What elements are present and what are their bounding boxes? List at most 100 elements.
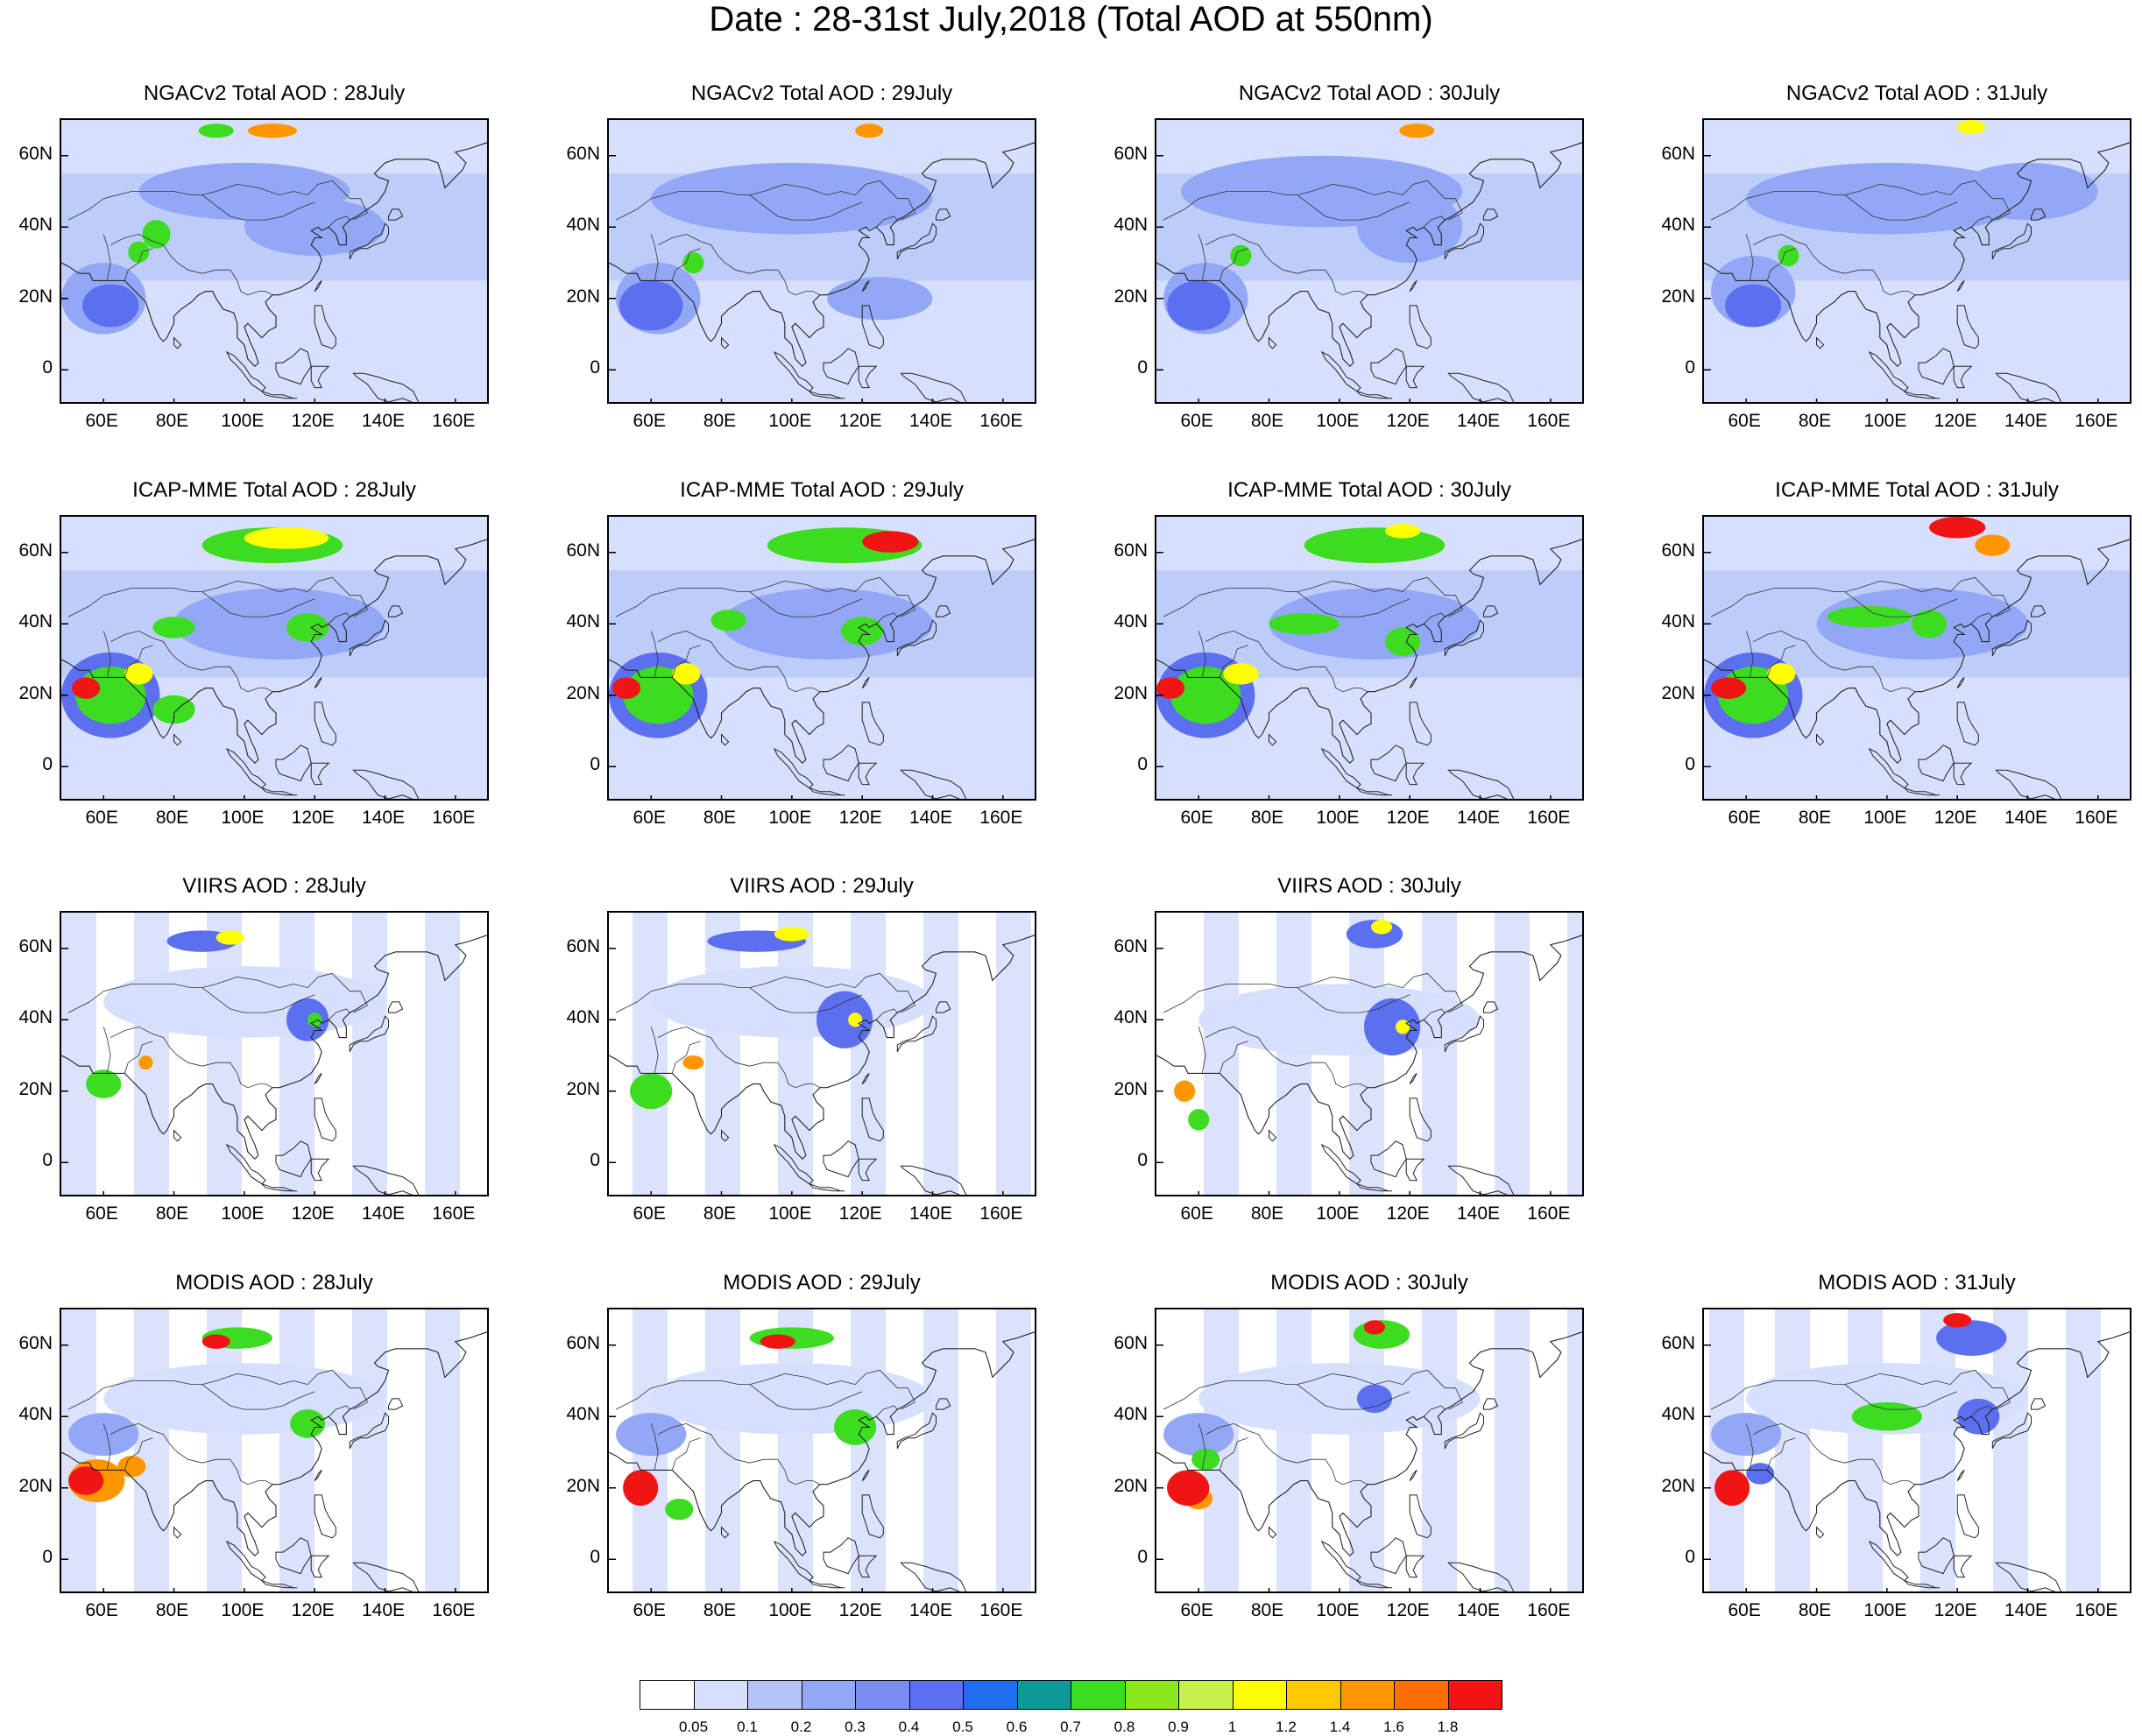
aod-map xyxy=(607,911,1036,1196)
panel-title: MODIS AOD : 29July xyxy=(723,1271,921,1295)
country-border xyxy=(110,1026,273,1089)
island-outline xyxy=(1995,1562,2062,1591)
island-outline xyxy=(1816,733,1825,746)
aod-plume xyxy=(1174,1080,1196,1102)
y-tick-label: 20N xyxy=(566,1078,600,1099)
swath-patch xyxy=(1495,913,1530,1195)
map-canvas xyxy=(1704,517,2130,799)
country-border xyxy=(749,194,863,221)
colorbar-label: 0.5 xyxy=(952,1718,973,1735)
island-outline xyxy=(936,1398,951,1410)
swath-patch xyxy=(1567,913,1582,1195)
x-tick-label: 140E xyxy=(361,1203,406,1224)
y-tick-label: 0 xyxy=(42,1547,53,1568)
island-outline xyxy=(225,747,266,789)
swath-patch xyxy=(923,913,958,1195)
x-tick-label: 160E xyxy=(432,808,476,828)
aod-plume xyxy=(1399,123,1435,138)
swath-patch xyxy=(352,1309,387,1591)
colorbar-swatch xyxy=(747,1680,802,1710)
y-tick-label: 0 xyxy=(1685,754,1695,775)
island-outline xyxy=(861,677,870,688)
aod-plume xyxy=(1725,284,1782,328)
island-outline xyxy=(1269,1129,1277,1142)
x-tick-label: 160E xyxy=(1527,808,1571,828)
country-border xyxy=(67,576,368,617)
x-tick-label: 140E xyxy=(2004,1600,2048,1620)
aod-plume xyxy=(1943,1313,1972,1328)
aod-plume xyxy=(290,1409,326,1438)
country-border xyxy=(67,1369,368,1410)
island-outline xyxy=(349,222,389,260)
country-border xyxy=(1219,1437,1248,1471)
colorbar-label: 0.4 xyxy=(898,1718,920,1735)
y-tick-label: 0 xyxy=(1137,1547,1148,1568)
swath-patch xyxy=(134,1309,169,1591)
aod-plume xyxy=(308,1013,322,1027)
colorbar-label: 0.2 xyxy=(790,1718,812,1735)
coastline xyxy=(609,935,1035,1160)
x-tick-label: 60E xyxy=(1180,1203,1213,1224)
aod-plume xyxy=(665,1498,694,1521)
aod-plume xyxy=(862,531,919,553)
x-tick-label: 80E xyxy=(155,1203,189,1224)
aod-plume xyxy=(1778,244,1799,267)
colorbar-label: 0.7 xyxy=(1060,1718,1081,1735)
swath-patch xyxy=(1848,1309,1883,1591)
island-outline xyxy=(388,208,404,221)
y-tick-label: 0 xyxy=(1685,1547,1695,1568)
island-outline xyxy=(1269,733,1277,746)
panel-title: ICAP-MME Total AOD : 28July xyxy=(132,478,416,502)
island-outline xyxy=(861,1073,870,1084)
x-tick-label: 100E xyxy=(768,1203,812,1224)
island-outline xyxy=(1269,336,1277,349)
country-border xyxy=(1745,234,1754,281)
country-border xyxy=(1745,631,1754,678)
country-border xyxy=(110,1422,273,1485)
x-tick-label: 80E xyxy=(155,808,189,828)
panel-title: MODIS AOD : 30July xyxy=(1270,1271,1468,1295)
y-tick-label: 60N xyxy=(18,935,53,956)
country-border xyxy=(1423,612,1446,625)
island-outline xyxy=(1956,702,1979,746)
island-outline xyxy=(1409,677,1417,688)
y-tick-label: 20N xyxy=(566,682,600,703)
island-outline xyxy=(225,1540,266,1582)
island-outline xyxy=(1356,1183,1393,1192)
x-tick-label: 120E xyxy=(291,808,335,828)
swath-patch xyxy=(1276,1309,1311,1591)
colorbar-label: 1.6 xyxy=(1383,1718,1404,1735)
panel-title: NGACv2 Total AOD : 30July xyxy=(1238,81,1501,105)
colorbar-label: 1.8 xyxy=(1437,1718,1459,1735)
colorbar-swatch xyxy=(693,1680,748,1710)
island-outline xyxy=(1320,747,1361,789)
island-outline xyxy=(721,336,730,349)
island-outline xyxy=(352,769,420,799)
aod-map xyxy=(1702,118,2131,404)
island-outline xyxy=(388,1001,404,1013)
y-tick-label: 0 xyxy=(1685,357,1695,378)
y-tick-label: 20N xyxy=(1113,1475,1148,1496)
country-border xyxy=(1297,987,1410,1013)
country-border xyxy=(671,1437,701,1471)
colorbar-swatch xyxy=(908,1680,964,1710)
aod-plume xyxy=(827,277,933,321)
country-border xyxy=(1205,233,1368,296)
island-outline xyxy=(261,787,298,796)
country-border xyxy=(1423,215,1446,228)
swath-patch xyxy=(134,913,169,1195)
swath-patch xyxy=(633,913,668,1195)
y-tick-label: 60N xyxy=(566,1332,600,1353)
island-outline xyxy=(809,787,845,796)
country-border xyxy=(1766,1437,1796,1471)
country-border xyxy=(650,1027,659,1074)
x-tick-label: 60E xyxy=(633,1203,666,1224)
aod-map xyxy=(607,515,1036,801)
aod-plume xyxy=(1223,663,1259,685)
country-border xyxy=(1198,1027,1206,1074)
x-tick-label: 60E xyxy=(1728,411,1761,431)
island-outline xyxy=(1405,762,1425,786)
coastline xyxy=(61,539,487,764)
aod-map xyxy=(1702,515,2131,801)
aod-plume xyxy=(68,1413,139,1457)
